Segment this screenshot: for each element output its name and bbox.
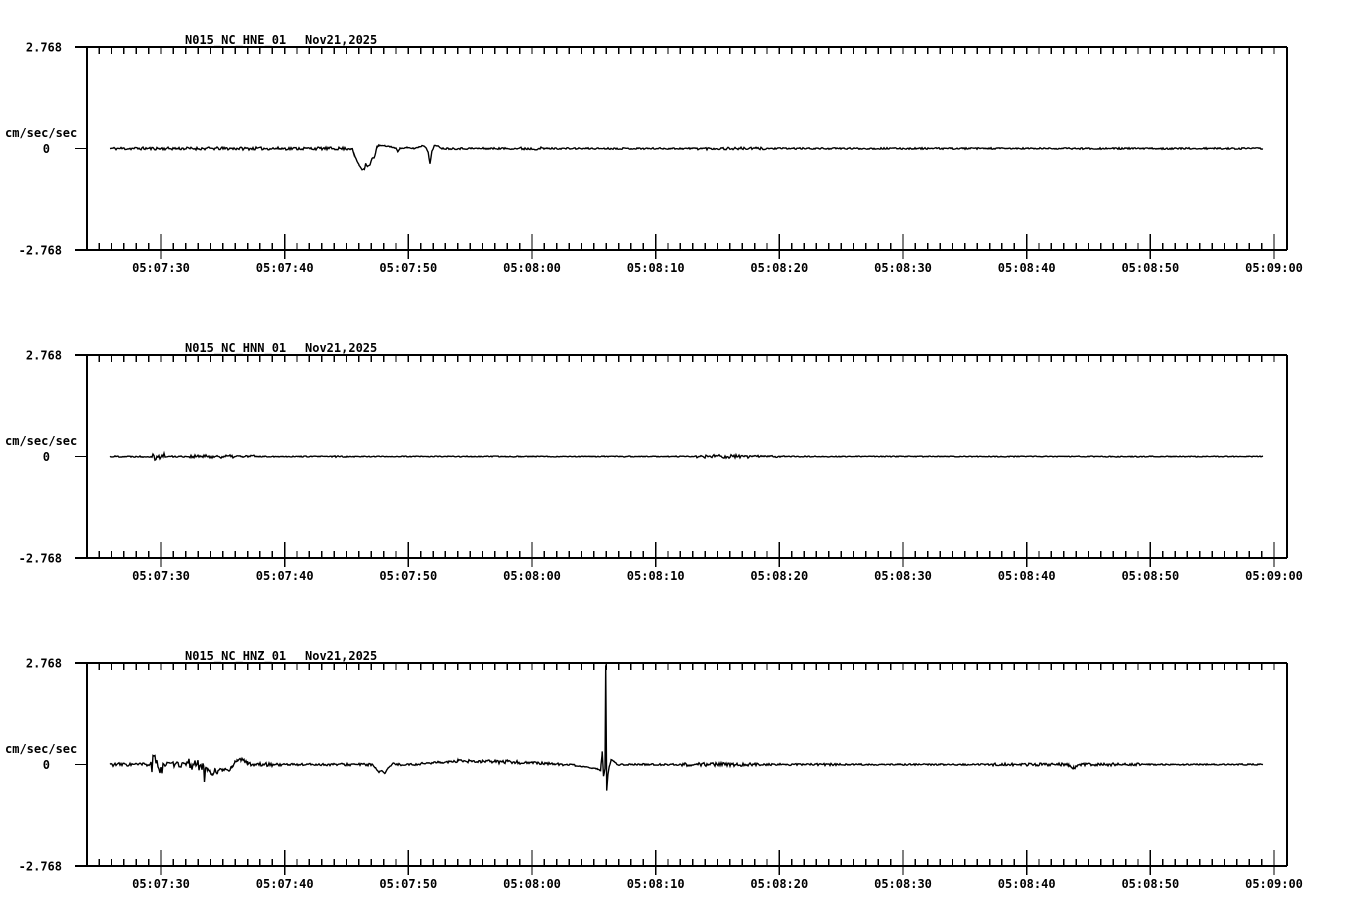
x-tick-label: 05:08:30 xyxy=(874,877,932,891)
waveform-trace xyxy=(109,450,1264,462)
seismogram-panel-n015_nc_hne_01: 05:07:30 05:07:40 05:07:50 05:08:00 05:08:10… xyxy=(5,33,1303,275)
y-axis-zero-label: 0 xyxy=(43,758,50,772)
x-tick-label: 05:08:20 xyxy=(750,877,808,891)
x-tick-label: 05:07:40 xyxy=(256,877,314,891)
y-axis-unit-label: cm/sec/sec xyxy=(5,434,77,448)
x-tick-label: 05:08:20 xyxy=(750,261,808,275)
y-axis-max-label: 2.768 xyxy=(26,657,62,671)
x-tick-label: 05:08:50 xyxy=(1121,877,1179,891)
panel-date: Nov21,2025 xyxy=(305,649,377,663)
panel-date: Nov21,2025 xyxy=(305,341,377,355)
x-tick-label: 05:07:30 xyxy=(132,569,190,583)
x-tick-label: 05:08:10 xyxy=(627,569,685,583)
x-tick-label: 05:07:50 xyxy=(379,261,437,275)
x-tick-label: 05:08:00 xyxy=(503,261,561,275)
x-tick-label: 05:08:40 xyxy=(998,877,1056,891)
y-axis-unit-label: cm/sec/sec xyxy=(5,126,77,140)
y-axis-max-label: 2.768 xyxy=(26,41,62,55)
y-axis-min-label: -2.768 xyxy=(19,552,62,566)
x-tick-label: 05:07:40 xyxy=(256,569,314,583)
y-axis-unit-label: cm/sec/sec xyxy=(5,742,77,756)
x-tick-label: 05:08:40 xyxy=(998,261,1056,275)
x-tick-label: 05:08:20 xyxy=(750,569,808,583)
x-tick-label: 05:09:00 xyxy=(1245,261,1303,275)
x-tick-label: 05:07:30 xyxy=(132,877,190,891)
waveform-trace xyxy=(109,665,1264,791)
panel-date: Nov21,2025 xyxy=(305,33,377,47)
x-tick-label: 05:08:00 xyxy=(503,877,561,891)
x-tick-label: 05:08:00 xyxy=(503,569,561,583)
y-axis-max-label: 2.768 xyxy=(26,349,62,363)
x-tick-label: 05:07:50 xyxy=(379,877,437,891)
x-tick-label: 05:09:00 xyxy=(1245,569,1303,583)
panel-title: N015_NC_HNZ_01 xyxy=(185,649,286,664)
x-tick-label: 05:07:30 xyxy=(132,261,190,275)
x-tick-label: 05:08:40 xyxy=(998,569,1056,583)
panel-title: N015_NC_HNE_01 xyxy=(185,33,286,48)
x-tick-label: 05:08:30 xyxy=(874,261,932,275)
y-axis-zero-label: 0 xyxy=(43,142,50,156)
y-axis-min-label: -2.768 xyxy=(19,244,62,258)
x-tick-label: 05:08:10 xyxy=(627,877,685,891)
x-tick-label: 05:09:00 xyxy=(1245,877,1303,891)
x-tick-label: 05:08:50 xyxy=(1121,261,1179,275)
x-tick-label: 05:08:30 xyxy=(874,569,932,583)
x-tick-label: 05:08:10 xyxy=(627,261,685,275)
panel-title: N015_NC_HNN_01 xyxy=(185,341,286,356)
x-tick-label: 05:07:50 xyxy=(379,569,437,583)
x-tick-label: 05:07:40 xyxy=(256,261,314,275)
seismogram-panel-n015_nc_hnn_01: 05:07:30 05:07:40 05:07:50 05:08:00 05:08:10… xyxy=(5,341,1303,583)
y-axis-zero-label: 0 xyxy=(43,450,50,464)
waveform-trace xyxy=(109,143,1264,171)
seismogram-panel-n015_nc_hnz_01: 05:07:30 05:07:40 05:07:50 05:08:00 05:08:10… xyxy=(5,649,1303,891)
y-axis-min-label: -2.768 xyxy=(19,860,62,874)
x-tick-label: 05:08:50 xyxy=(1121,569,1179,583)
